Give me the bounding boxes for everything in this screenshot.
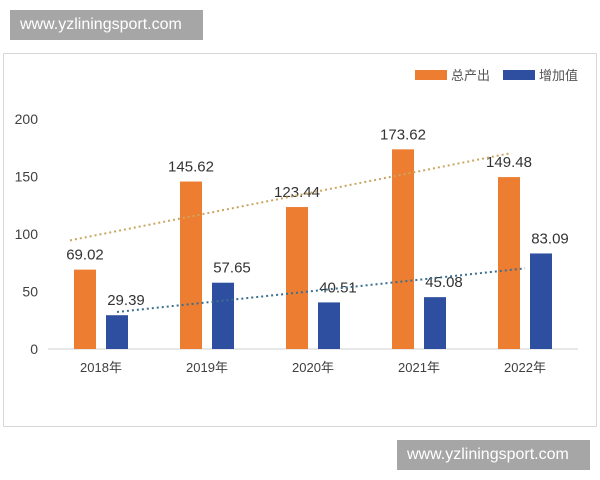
bar-output — [74, 269, 96, 349]
data-label: 145.62 — [168, 159, 214, 176]
x-tick-label: 2022年 — [504, 360, 546, 375]
data-label: 57.65 — [213, 260, 251, 277]
bar-value-added — [530, 253, 552, 349]
y-tick-label: 150 — [15, 169, 39, 185]
data-label: 69.02 — [66, 247, 104, 264]
y-tick-label: 100 — [15, 226, 39, 242]
y-tick-label: 50 — [22, 284, 38, 300]
bar-output — [180, 181, 202, 349]
bar-output — [498, 177, 520, 349]
x-tick-label: 2018年 — [80, 360, 122, 375]
trendline-value-added — [116, 267, 526, 313]
legend-label: 总产出 — [451, 68, 490, 83]
bar-output — [286, 207, 308, 349]
data-label: 83.09 — [531, 230, 569, 247]
watermark-top: www.yzliningsport.com — [10, 10, 203, 40]
x-tick-label: 2021年 — [398, 360, 440, 375]
y-tick-label: 200 — [15, 111, 39, 127]
watermark-bottom: www.yzliningsport.com — [397, 440, 590, 470]
x-tick-label: 2019年 — [186, 360, 228, 375]
data-label: 29.39 — [107, 292, 145, 309]
legend-label: 增加值 — [539, 68, 578, 83]
x-tick-label: 2020年 — [292, 360, 334, 375]
bar-value-added — [212, 282, 234, 349]
data-label: 173.62 — [380, 126, 426, 143]
data-label: 45.08 — [425, 274, 463, 291]
bar-value-added — [106, 315, 128, 349]
bar-output — [392, 149, 414, 349]
data-label: 123.44 — [274, 184, 320, 201]
legend-swatch — [503, 70, 535, 80]
bar-value-added — [424, 297, 446, 349]
legend-swatch — [415, 70, 447, 80]
y-tick-label: 0 — [30, 341, 38, 357]
bar-value-added — [318, 302, 340, 349]
data-label: 149.48 — [486, 154, 532, 171]
data-label: 40.51 — [319, 279, 357, 296]
